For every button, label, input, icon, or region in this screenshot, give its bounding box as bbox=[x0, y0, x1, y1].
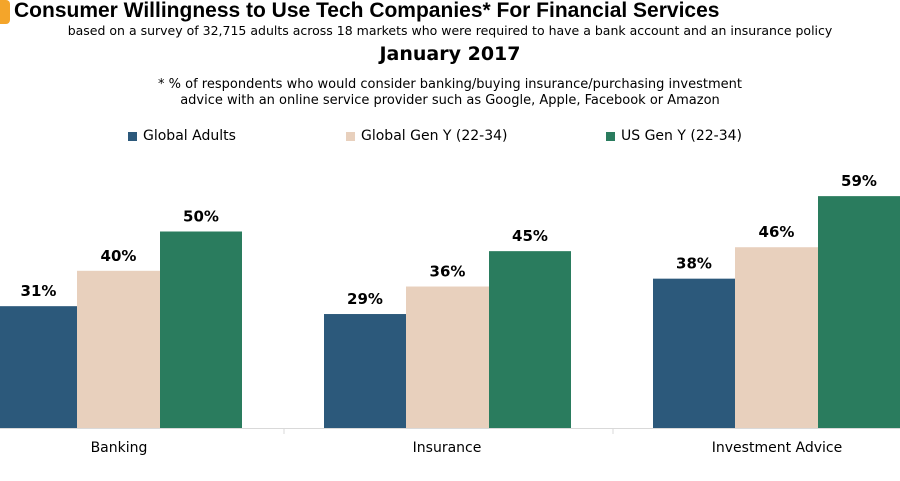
legend-item-global-adults: Global Adults bbox=[128, 128, 236, 144]
legend-item-global-gen-y: Global Gen Y (22-34) bbox=[346, 128, 508, 144]
data-label: 40% bbox=[101, 247, 137, 265]
bar-insurance-1 bbox=[406, 286, 489, 428]
data-label: 29% bbox=[347, 290, 383, 308]
data-label: 36% bbox=[430, 263, 466, 281]
chart-date: January 2017 bbox=[379, 43, 521, 65]
bar-insurance-0 bbox=[324, 314, 406, 428]
category-label-investment-advice: Investment Advice bbox=[711, 440, 843, 456]
data-label: 50% bbox=[183, 208, 219, 226]
legend-swatch bbox=[606, 131, 615, 141]
bar-investment-advice-0 bbox=[653, 278, 735, 428]
bar-insurance-2 bbox=[489, 251, 571, 428]
bar-investment-advice-1 bbox=[735, 247, 818, 428]
data-label: 46% bbox=[759, 223, 795, 241]
chart-title: Consumer Willingness to Use Tech Compani… bbox=[14, 0, 720, 22]
data-label: 45% bbox=[512, 227, 548, 245]
legend-item-us-gen-y: US Gen Y (22-34) bbox=[606, 128, 742, 144]
bar-banking-2 bbox=[160, 231, 242, 428]
chart-subtitle: based on a survey of 32,715 adults acros… bbox=[67, 23, 833, 38]
legend-swatch bbox=[346, 131, 355, 141]
bar-banking-1 bbox=[77, 270, 160, 428]
data-label: 38% bbox=[676, 255, 712, 273]
legend-label: Global Adults bbox=[143, 128, 236, 144]
legend-label: US Gen Y (22-34) bbox=[621, 128, 742, 144]
note-line-2: advice with an online service provider s… bbox=[180, 93, 720, 108]
category-label-insurance: Insurance bbox=[412, 440, 482, 456]
data-label: 59% bbox=[841, 172, 877, 190]
brand-logo bbox=[0, 0, 10, 24]
legend-swatch bbox=[128, 131, 137, 141]
note-line-1: * % of respondents who would consider ba… bbox=[158, 77, 742, 92]
legend: Global Adults Global Gen Y (22-34) US Ge… bbox=[0, 128, 900, 148]
bar-investment-advice-2 bbox=[818, 196, 900, 428]
bar-banking-0 bbox=[0, 306, 77, 428]
category-label-banking: Banking bbox=[90, 440, 148, 456]
chart-note: * % of respondents who would consider ba… bbox=[0, 77, 900, 109]
legend-label: Global Gen Y (22-34) bbox=[361, 128, 508, 144]
data-label: 31% bbox=[21, 282, 57, 300]
